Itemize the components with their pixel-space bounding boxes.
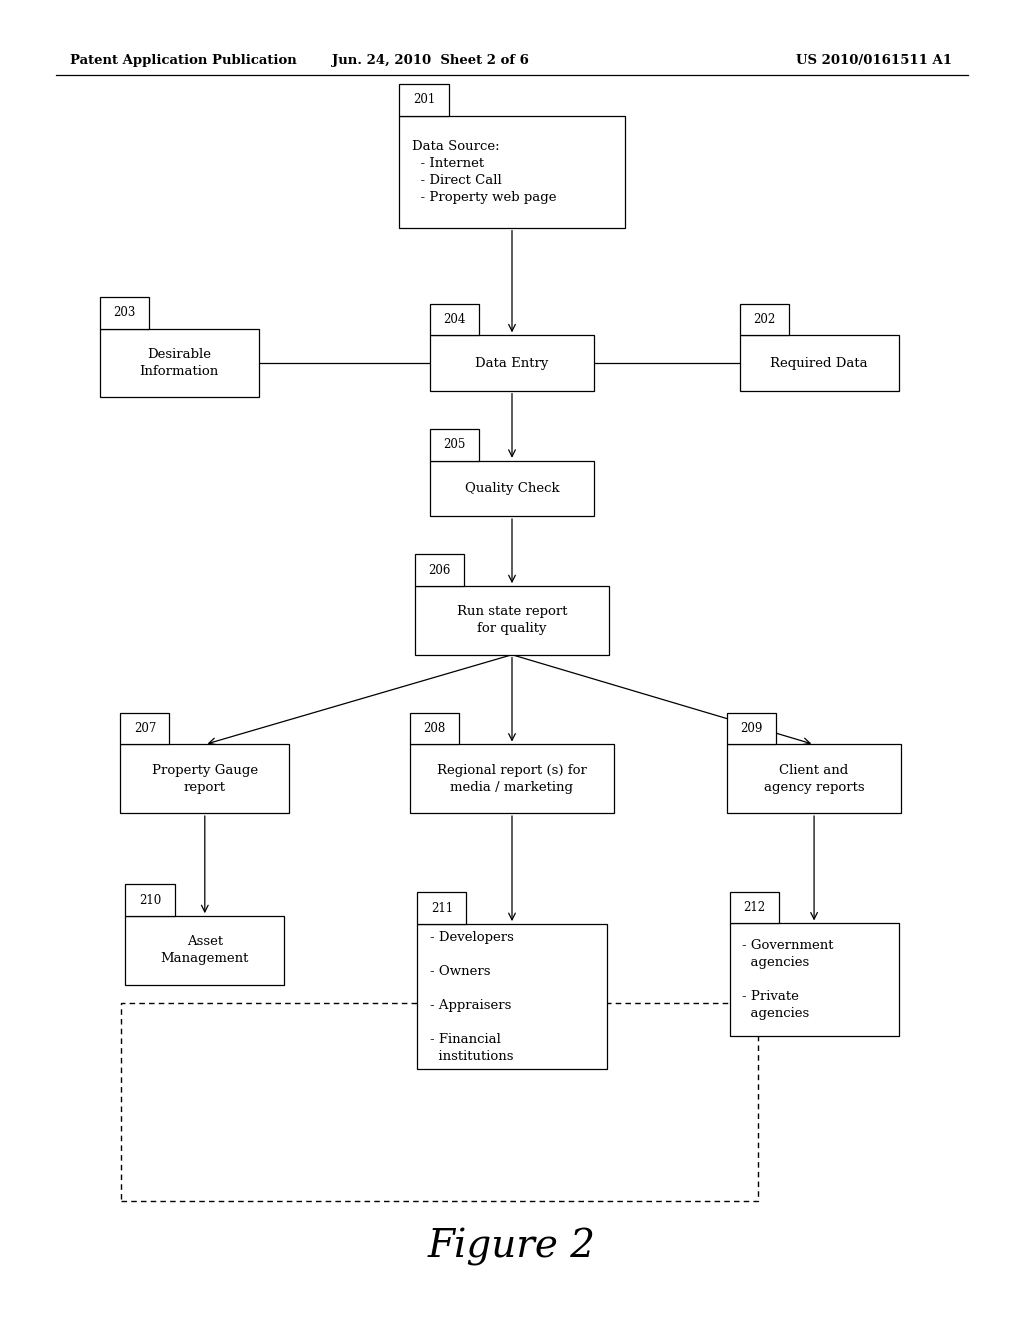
FancyBboxPatch shape — [415, 554, 464, 586]
Text: 209: 209 — [740, 722, 763, 735]
Text: 205: 205 — [443, 438, 466, 451]
Text: Jun. 24, 2010  Sheet 2 of 6: Jun. 24, 2010 Sheet 2 of 6 — [332, 54, 528, 67]
Text: 204: 204 — [443, 313, 466, 326]
FancyBboxPatch shape — [727, 744, 901, 813]
Text: - Government
  agencies

- Private
  agencies: - Government agencies - Private agencies — [741, 939, 834, 1020]
Text: Regional report (s) for
media / marketing: Regional report (s) for media / marketin… — [437, 764, 587, 793]
FancyBboxPatch shape — [99, 297, 150, 329]
FancyBboxPatch shape — [739, 335, 899, 391]
Text: Property Gauge
report: Property Gauge report — [152, 764, 258, 793]
Text: Data Entry: Data Entry — [475, 356, 549, 370]
FancyBboxPatch shape — [410, 744, 614, 813]
FancyBboxPatch shape — [418, 892, 466, 924]
Text: Figure 2: Figure 2 — [428, 1229, 596, 1266]
Text: Desirable
Information: Desirable Information — [139, 348, 219, 378]
Text: Run state report
for quality: Run state report for quality — [457, 606, 567, 635]
Text: Required Data: Required Data — [770, 356, 868, 370]
FancyBboxPatch shape — [727, 713, 776, 744]
Text: 210: 210 — [139, 894, 161, 907]
FancyBboxPatch shape — [126, 884, 174, 916]
Text: 202: 202 — [754, 313, 775, 326]
Text: 203: 203 — [114, 306, 135, 319]
Text: Data Source:
  - Internet
  - Direct Call
  - Property web page: Data Source: - Internet - Direct Call - … — [412, 140, 556, 203]
Text: Client and
agency reports: Client and agency reports — [764, 764, 864, 793]
Text: 208: 208 — [423, 722, 445, 735]
Text: Quality Check: Quality Check — [465, 482, 559, 495]
FancyBboxPatch shape — [430, 335, 594, 391]
FancyBboxPatch shape — [729, 892, 779, 924]
FancyBboxPatch shape — [430, 461, 594, 516]
Text: 207: 207 — [134, 722, 156, 735]
Text: Asset
Management: Asset Management — [161, 936, 249, 965]
FancyBboxPatch shape — [399, 84, 449, 116]
FancyBboxPatch shape — [739, 304, 790, 335]
FancyBboxPatch shape — [410, 713, 459, 744]
FancyBboxPatch shape — [430, 304, 479, 335]
Text: 212: 212 — [743, 902, 765, 913]
FancyBboxPatch shape — [729, 924, 899, 1035]
FancyBboxPatch shape — [121, 713, 170, 744]
FancyBboxPatch shape — [99, 329, 258, 397]
FancyBboxPatch shape — [121, 744, 290, 813]
Text: US 2010/0161511 A1: US 2010/0161511 A1 — [797, 54, 952, 67]
FancyBboxPatch shape — [399, 116, 625, 227]
FancyBboxPatch shape — [418, 924, 606, 1069]
Text: Patent Application Publication: Patent Application Publication — [70, 54, 296, 67]
Text: - Developers

- Owners

- Appraisers

- Financial
  institutions: - Developers - Owners - Appraisers - Fin… — [430, 931, 513, 1063]
Text: 206: 206 — [428, 564, 451, 577]
Text: 201: 201 — [413, 94, 435, 106]
FancyBboxPatch shape — [126, 916, 285, 985]
FancyBboxPatch shape — [430, 429, 479, 461]
FancyBboxPatch shape — [415, 586, 609, 655]
Text: 211: 211 — [431, 902, 453, 915]
